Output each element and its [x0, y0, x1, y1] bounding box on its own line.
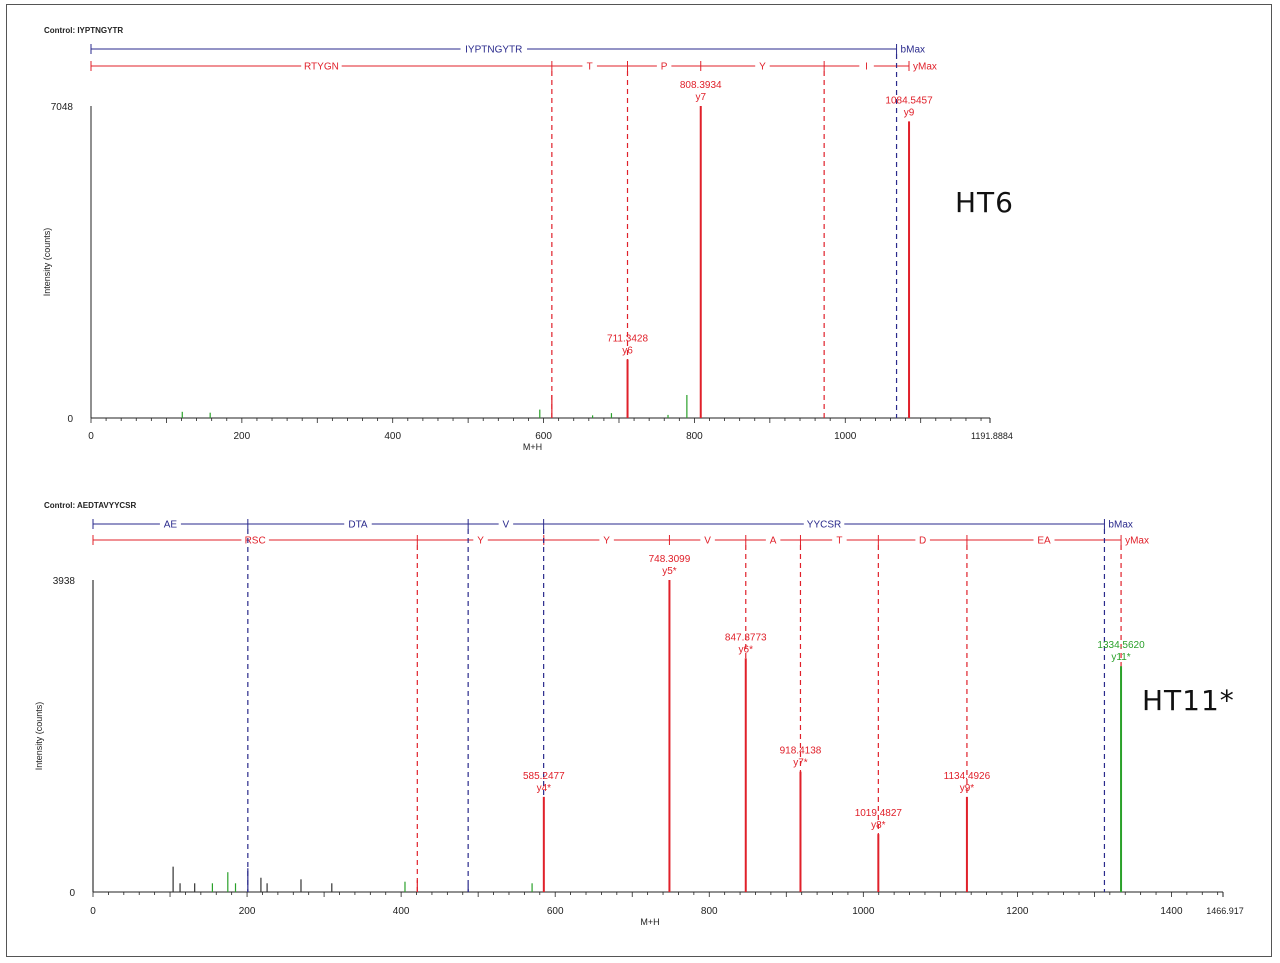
p0-y-ladder-label-bg: [755, 60, 770, 71]
p1-y-ladder-label-bg: [915, 534, 930, 545]
p1-y-tick-zero: 0: [69, 888, 75, 899]
p1-y-ladder-label-bg: [1033, 534, 1055, 545]
p1-b-ladder-segment-label: YYCSR: [807, 520, 841, 531]
p0-y-ladder-segment-label: RTYGN: [304, 62, 339, 73]
p0-chart-title: Control: IYPTNGYTR: [44, 26, 123, 35]
p1-y-ladder-segment-label: EA: [1037, 536, 1051, 547]
p0-peak-mz-label: 808.3934: [680, 80, 722, 91]
p1-y-ladder-segment-label: Y: [603, 536, 610, 547]
p1-peak-mz-label: 847.3773: [725, 632, 767, 643]
p1-peak-mz-label: 1019.4827: [855, 808, 903, 819]
p1-x-tick-label: 600: [547, 906, 564, 917]
p1-b-ladder-label-bg: [159, 518, 181, 529]
p0-y-axis-label: Intensity (counts): [42, 228, 52, 297]
p0-y-ladder-segment-label: I: [865, 62, 868, 73]
p0-peak-ion-label: y6: [622, 346, 633, 357]
spectrum-chart-top: Control: IYPTNGYTR Intensity (counts) 7048…: [42, 26, 1013, 452]
p1-b-ladder-label-bg: [803, 518, 845, 529]
p0-y-tick-zero: 0: [67, 414, 73, 425]
p0-peak-mz-label: 1084.5457: [885, 95, 933, 106]
p0-x-tick-label: 800: [686, 431, 703, 442]
p0-peak-ion-label: y7: [695, 92, 706, 103]
p1-y-ladder-label-bg: [599, 534, 614, 545]
p1-peak-ion-label: y4*: [537, 783, 552, 794]
p1-x-tick-label: 1000: [852, 906, 875, 917]
p0-y-ladder-segment-label: T: [587, 62, 593, 73]
p0-b-ladder-segment-label: IYPTNGYTR: [465, 45, 522, 56]
p1-x-tick-label: 0: [90, 906, 96, 917]
p1-peak-ion-label: y5*: [662, 566, 677, 577]
p1-x-tick-label: 400: [393, 906, 410, 917]
p0-x-tick-label: 200: [234, 431, 251, 442]
p0-y-ladder-label-bg: [301, 60, 342, 71]
p0-x-axis-label: M+H: [523, 442, 542, 452]
p1-peak-mz-label: 1334.5620: [1097, 640, 1145, 651]
p1-b-ladder-end-label: bMax: [1108, 520, 1132, 531]
p1-y-ladder-segment-label: D: [919, 536, 926, 547]
p1-x-max-label: 1466.917: [1206, 906, 1244, 916]
p1-y-ladder-segment-label: RSC: [245, 536, 266, 547]
p1-b-ladder-segment-label: AE: [164, 520, 178, 531]
p0-y-ladder-label-bg: [859, 60, 874, 71]
p1-x-tick-label: 1400: [1160, 906, 1183, 917]
p0-y-ladder-segment-label: Y: [759, 62, 766, 73]
p0-b-ladder-end-label: bMax: [901, 45, 925, 56]
p0-y-ladder-label-bg: [582, 60, 597, 71]
p0-peak-mz-label: 711.3428: [607, 334, 648, 345]
p1-b-ladder-segment-label: V: [503, 520, 510, 531]
p1-peak-ion-label: y6*: [739, 644, 754, 655]
p0-x-tick-label: 400: [384, 431, 401, 442]
p1-peak-ion-label: y8*: [871, 820, 886, 831]
p1-peak-ion-label: y7*: [793, 758, 808, 769]
p0-y-ladder-end-label: yMax: [913, 62, 937, 73]
p0-y-ladder-segment-label: P: [661, 62, 668, 73]
p1-peak-ion-label: y9*: [960, 783, 975, 794]
sample-label-top: HT6: [955, 186, 1014, 219]
p1-x-tick-label: 200: [239, 906, 256, 917]
p1-b-ladder-label-bg: [344, 518, 372, 529]
p1-x-tick-label: 1200: [1006, 906, 1029, 917]
p1-y-ladder-segment-label: A: [770, 536, 777, 547]
p1-y-ladder-label-bg: [473, 534, 488, 545]
p0-b-ladder-label-bg: [460, 43, 528, 54]
p1-y-ladder-segment-label: T: [836, 536, 842, 547]
p1-y-ladder-label-bg: [765, 534, 781, 545]
p1-peak-ion-label: y11*: [1111, 652, 1130, 663]
p1-y-ladder-label-bg: [700, 534, 715, 545]
p0-peak-ion-label: y9: [904, 107, 915, 118]
p1-x-axis-label: M+H: [640, 917, 659, 927]
figure-frame: [6, 4, 1272, 957]
p1-x-tick-label: 800: [701, 906, 718, 917]
p0-x-tick-label: 600: [535, 431, 552, 442]
p1-peak-mz-label: 748.3099: [649, 554, 691, 565]
p1-y-ladder-end-label: yMax: [1125, 536, 1149, 547]
p1-y-ladder-segment-label: V: [704, 536, 711, 547]
p1-chart-title: Control: AEDTAVYYCSR: [44, 501, 137, 510]
p0-y-ladder-label-bg: [656, 60, 672, 71]
p1-peak-mz-label: 1134.4926: [944, 771, 991, 782]
p1-b-ladder-label-bg: [498, 518, 514, 529]
sample-label-bottom: HT11*: [1142, 684, 1235, 717]
p1-y-ladder-label-bg: [832, 534, 847, 545]
p0-y-tick-max: 7048: [51, 102, 74, 113]
p0-x-max-label: 1191.8884: [971, 431, 1013, 441]
p0-x-tick-label: 1000: [834, 431, 857, 442]
p0-x-tick-label: 0: [88, 431, 94, 442]
p1-peak-mz-label: 585.2477: [523, 771, 565, 782]
p1-y-tick-max: 3938: [53, 576, 76, 587]
p1-y-ladder-segment-label: Y: [477, 536, 484, 547]
p1-peak-mz-label: 918.4138: [780, 746, 822, 757]
p1-y-ladder-label-bg: [241, 534, 269, 545]
p1-y-axis-label: Intensity (counts): [34, 702, 44, 771]
p1-b-ladder-segment-label: DTA: [348, 520, 368, 531]
